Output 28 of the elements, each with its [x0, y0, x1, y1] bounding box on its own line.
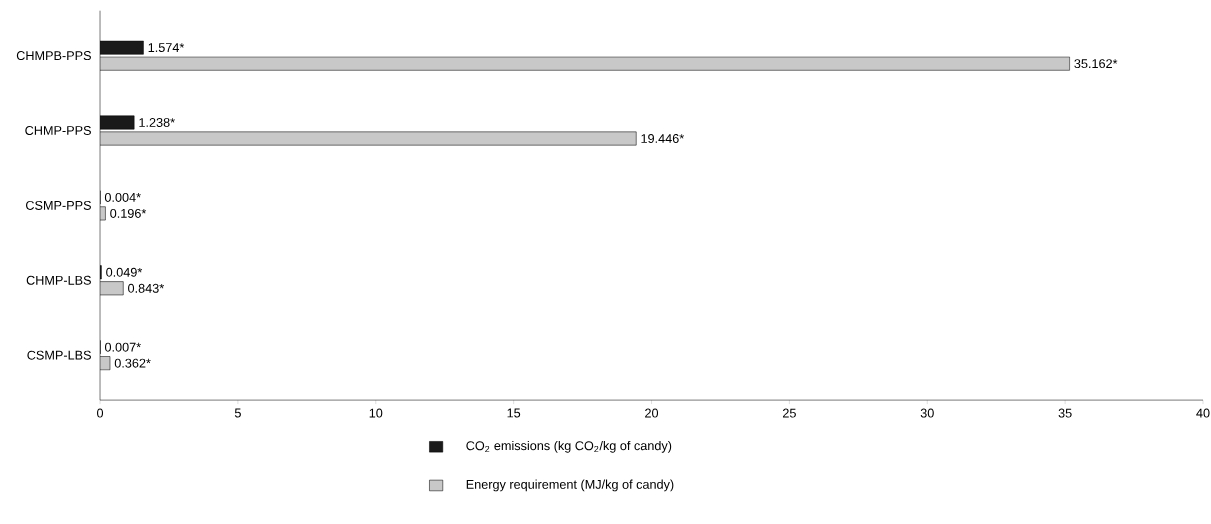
bar [100, 56, 1070, 71]
data-label: 19.446* [641, 133, 684, 143]
y-tick-label: CHMPB-PPS [16, 51, 91, 61]
data-label: 0.843* [128, 283, 164, 293]
y-tick-label: CHMP-LBS [26, 275, 91, 285]
data-label: 0.362* [114, 358, 151, 368]
x-tick-label: 35 [1058, 408, 1072, 418]
data-label: 35.162* [1074, 59, 1118, 69]
y-tick-label: CSMP-LBS [27, 350, 91, 360]
x-tick-label: 0 [97, 408, 104, 418]
x-tick-label: 25 [782, 408, 796, 418]
data-label: 1.574* [148, 43, 185, 52]
x-tick-label: 15 [507, 408, 521, 418]
data-label: 0.004* [104, 192, 141, 202]
y-tick-label: CHMP-PPS [25, 125, 91, 135]
x-tick-label: 40 [1196, 408, 1210, 418]
bar [100, 131, 637, 146]
x-tick-label: 5 [234, 408, 241, 418]
x-tick-label: 30 [920, 408, 934, 418]
x-tick-label: 20 [645, 408, 659, 418]
x-tick-label: 10 [369, 408, 383, 418]
legend-label: CO$_{2}$ emissions (kg CO$_{2}$/kg of candy) [466, 440, 672, 453]
y-tick-label: CSMP-PPS [26, 200, 91, 210]
data-label: 0.007* [104, 342, 141, 352]
data-label: 1.238* [139, 117, 175, 127]
data-label: 0.196* [110, 208, 147, 218]
data-label: 0.049* [106, 267, 143, 277]
legend-label: Energy requirement (MJ/kg of candy) [466, 479, 674, 492]
